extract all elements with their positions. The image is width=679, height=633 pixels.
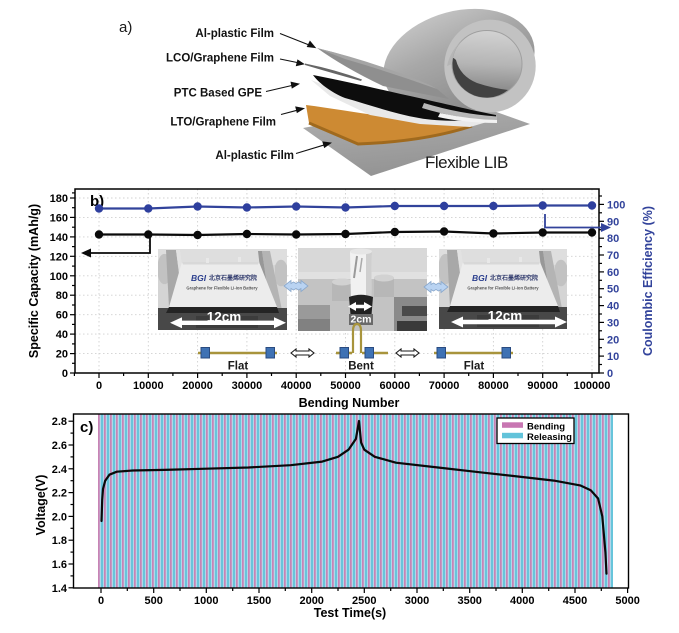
svg-text:Test Time(s): Test Time(s) — [314, 606, 386, 620]
svg-text:12cm: 12cm — [207, 310, 242, 325]
svg-text:10: 10 — [607, 351, 619, 363]
svg-text:c): c) — [80, 419, 93, 436]
svg-text:Flat: Flat — [228, 361, 249, 373]
svg-text:Flexible LIB: Flexible LIB — [425, 153, 508, 172]
svg-text:100000: 100000 — [574, 380, 611, 392]
svg-text:80: 80 — [56, 290, 68, 302]
svg-text:Al-plastic Film: Al-plastic Film — [215, 150, 294, 162]
svg-text:Voltage(V): Voltage(V) — [34, 475, 48, 536]
svg-text:Bent: Bent — [348, 361, 374, 373]
svg-text:Bending Number: Bending Number — [299, 396, 400, 410]
svg-text:2500: 2500 — [352, 595, 376, 607]
svg-text:20: 20 — [607, 334, 619, 346]
svg-text:PTC Based GPE: PTC Based GPE — [174, 88, 263, 100]
svg-text:100: 100 — [50, 271, 68, 283]
svg-text:Bending: Bending — [527, 422, 565, 433]
svg-text:Graphene for Flexible Li-ion B: Graphene for Flexible Li-ion Battery — [467, 286, 539, 291]
svg-text:Specific Capacity (mAh/g): Specific Capacity (mAh/g) — [27, 204, 41, 358]
svg-text:Releasing: Releasing — [527, 432, 572, 443]
svg-text:140: 140 — [50, 232, 68, 244]
svg-text:2cm: 2cm — [350, 314, 371, 326]
svg-text:北京石墨烯研究院: 北京石墨烯研究院 — [209, 274, 257, 282]
svg-text:1.6: 1.6 — [52, 559, 67, 571]
svg-text:120: 120 — [50, 251, 68, 263]
svg-text:20: 20 — [56, 349, 68, 361]
svg-text:30000: 30000 — [232, 380, 263, 392]
svg-text:2000: 2000 — [299, 595, 323, 607]
svg-text:60: 60 — [607, 267, 619, 279]
svg-text:Graphene for Flexible Li-ion B: Graphene for Flexible Li-ion Battery — [186, 286, 258, 291]
svg-text:2.8: 2.8 — [52, 416, 67, 428]
svg-text:10000: 10000 — [133, 380, 164, 392]
svg-text:1000: 1000 — [194, 595, 218, 607]
svg-text:90: 90 — [607, 216, 619, 228]
svg-text:70000: 70000 — [429, 380, 460, 392]
svg-text:4500: 4500 — [563, 595, 587, 607]
svg-text:BGI: BGI — [191, 273, 207, 283]
svg-text:Coulombic Efficiency (%): Coulombic Efficiency (%) — [641, 206, 655, 356]
svg-text:80: 80 — [607, 233, 619, 245]
svg-text:LCO/Graphene Film: LCO/Graphene Film — [166, 53, 274, 65]
svg-text:BGI: BGI — [472, 273, 488, 283]
svg-text:3500: 3500 — [457, 595, 481, 607]
svg-text:20000: 20000 — [182, 380, 213, 392]
svg-text:90000: 90000 — [527, 380, 558, 392]
svg-text:0: 0 — [98, 595, 104, 607]
svg-text:40: 40 — [56, 329, 68, 341]
svg-text:12cm: 12cm — [488, 309, 523, 324]
svg-text:40000: 40000 — [281, 380, 312, 392]
svg-text:50: 50 — [607, 284, 619, 296]
svg-text:500: 500 — [145, 595, 163, 607]
svg-text:70: 70 — [607, 250, 619, 262]
svg-text:5000: 5000 — [615, 595, 639, 607]
svg-text:Al-plastic Film: Al-plastic Film — [195, 28, 274, 40]
svg-text:Flat: Flat — [464, 361, 485, 373]
svg-text:3000: 3000 — [405, 595, 429, 607]
svg-text:0: 0 — [96, 380, 102, 392]
svg-text:50000: 50000 — [330, 380, 361, 392]
svg-text:北京石墨烯研究院: 北京石墨烯研究院 — [490, 274, 538, 282]
svg-text:0: 0 — [62, 368, 68, 380]
svg-text:30: 30 — [607, 317, 619, 329]
svg-text:80000: 80000 — [478, 380, 509, 392]
svg-text:180: 180 — [50, 193, 68, 205]
svg-text:1.4: 1.4 — [52, 583, 68, 595]
svg-text:LTO/Graphene Film: LTO/Graphene Film — [170, 117, 276, 129]
svg-text:160: 160 — [50, 212, 68, 224]
svg-text:1.8: 1.8 — [52, 535, 67, 547]
svg-text:0: 0 — [607, 368, 613, 380]
svg-text:4000: 4000 — [510, 595, 534, 607]
svg-text:2.6: 2.6 — [52, 440, 67, 452]
svg-text:100: 100 — [607, 199, 625, 211]
svg-text:2.4: 2.4 — [52, 464, 68, 476]
svg-text:2.0: 2.0 — [52, 511, 67, 523]
svg-text:60000: 60000 — [380, 380, 411, 392]
svg-text:60: 60 — [56, 310, 68, 322]
svg-text:a): a) — [119, 19, 132, 36]
svg-text:2.2: 2.2 — [52, 488, 67, 500]
svg-text:1500: 1500 — [247, 595, 271, 607]
svg-text:40: 40 — [607, 301, 619, 313]
